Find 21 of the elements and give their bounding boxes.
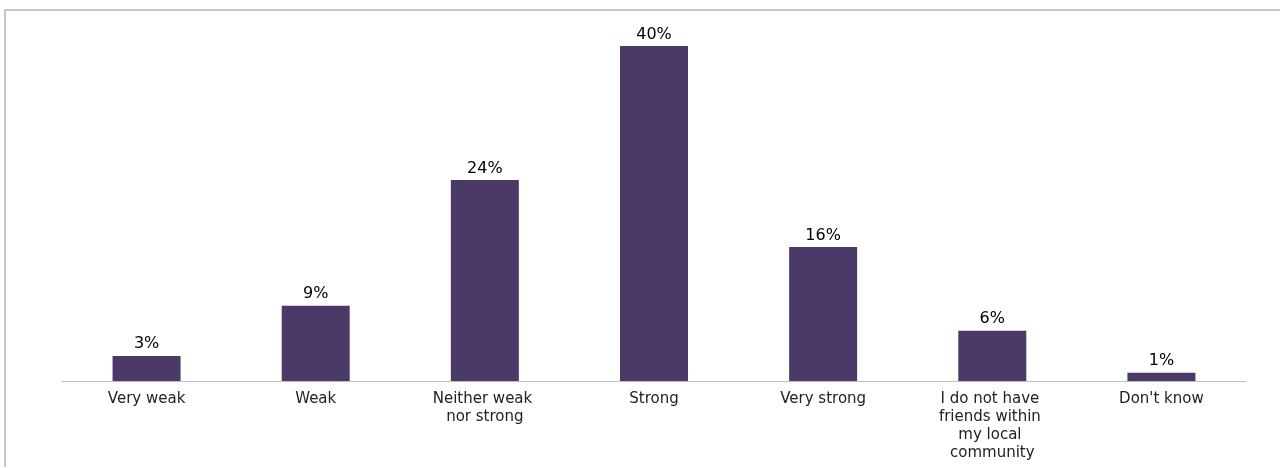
data-label: 40% (636, 23, 672, 43)
data-label: 24% (467, 157, 503, 177)
data-label: 16% (805, 224, 841, 244)
bar (281, 305, 350, 381)
x-tick-label: Don't know (1119, 389, 1204, 407)
bar (1127, 372, 1196, 381)
x-tick-label: I do not have friends within my local community (938, 389, 1046, 461)
data-label: 3% (133, 333, 160, 353)
x-tick-label: Very weak (107, 389, 186, 407)
bar (958, 330, 1027, 381)
data-label: 1% (1148, 350, 1175, 370)
x-tick-label: Weak (295, 389, 337, 407)
x-tick-label: Very strong (780, 389, 867, 407)
x-tick-label: Neither weak nor strong (432, 389, 538, 425)
bar (620, 46, 688, 381)
x-tick-label: Strong (629, 389, 679, 407)
bar (450, 180, 519, 381)
bar (789, 247, 858, 381)
data-label: 6% (979, 308, 1005, 328)
data-label: 9% (303, 283, 329, 303)
bar (112, 355, 181, 381)
